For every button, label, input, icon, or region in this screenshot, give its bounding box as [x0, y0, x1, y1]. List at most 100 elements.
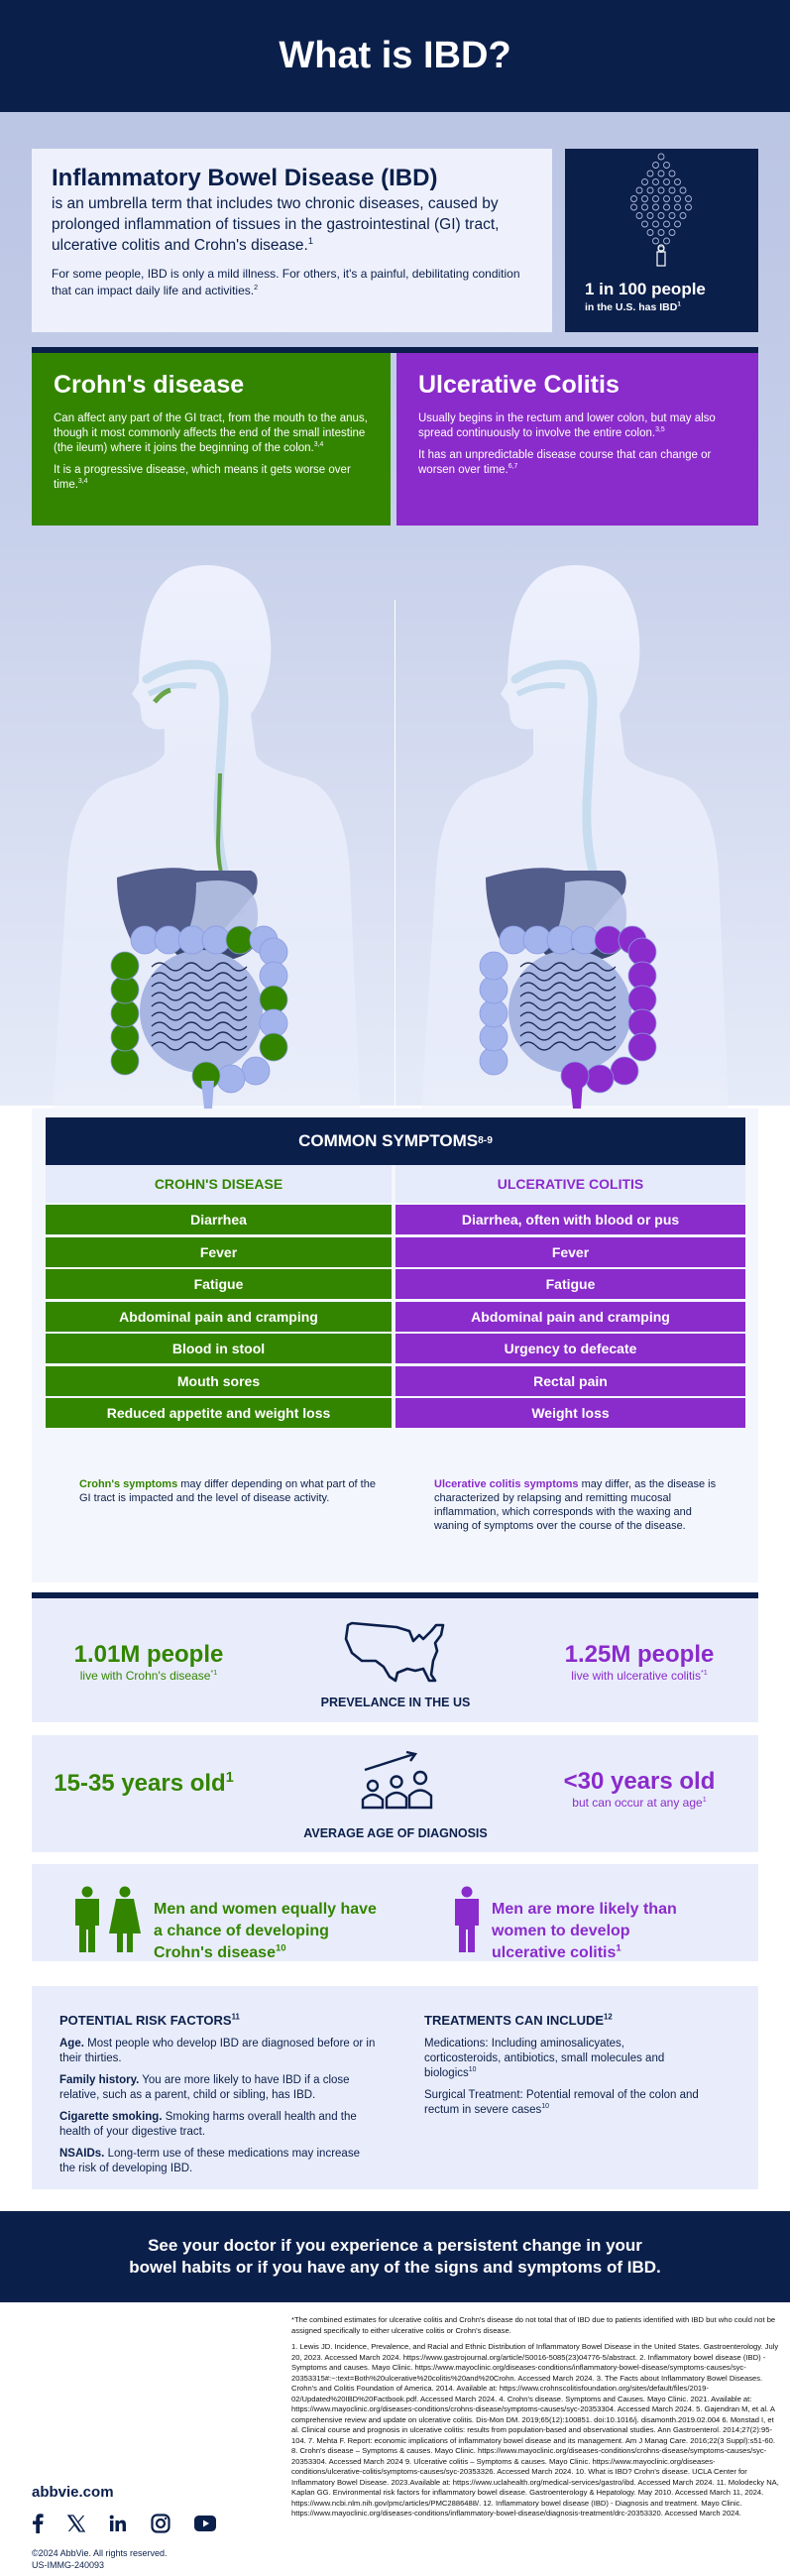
crowd-icon: [630, 153, 692, 267]
page-header: What is IBD?: [0, 0, 790, 112]
text: Men are more likely than women to develo…: [492, 1901, 677, 1961]
crohns-gender-text: Men and women equally have a chance of d…: [154, 1899, 377, 1964]
crohns-age-number: 15-35 years old1: [40, 1770, 248, 1798]
divider: [32, 347, 758, 353]
uc-symptom-cell: Weight loss: [395, 1398, 745, 1428]
risk-factors: POTENTIAL RISK FACTORS11 Age. Most peopl…: [59, 2013, 377, 2183]
cta-text: See your doctor if you experience a pers…: [129, 2236, 661, 2277]
stat-small-text: in the U.S. has IBD: [585, 301, 678, 313]
uc-p2: It has an unpredictable disease course t…: [418, 448, 736, 478]
treatment-item: Surgical Treatment: Potential removal of…: [424, 2088, 702, 2118]
text: COMMON SYMPTOMS: [298, 1131, 479, 1150]
ref: 11: [231, 2012, 240, 2022]
cta-banner: See your doctor if you experience a pers…: [0, 2211, 790, 2302]
page-title: What is IBD?: [279, 35, 511, 76]
ref: *1: [700, 1668, 708, 1677]
crohns-prevalence: 1.01M people live with Crohn's disease*1: [40, 1641, 258, 1683]
risk-item: Age. Most people who develop IBD are dia…: [59, 2037, 377, 2066]
text: 15-35 years old: [54, 1770, 226, 1797]
site-link[interactable]: abbvie.com: [32, 2484, 114, 2501]
crohns-prevalence-sub: live with Crohn's disease*1: [40, 1669, 258, 1683]
copyright: ©2024 AbbVie. All rights reserved. US-IM…: [32, 2547, 168, 2571]
label: NSAIDs.: [59, 2148, 105, 2160]
ref: 3,4: [313, 441, 324, 449]
ref: *1: [210, 1668, 218, 1677]
references: *The combined estimates for ulcerative c…: [291, 2315, 782, 2525]
reference-list: 1. Lewis JD. Incidence, Prevalence, and …: [291, 2342, 779, 2517]
ref: 10: [468, 2066, 477, 2074]
crohns-card: Crohn's disease Can affect any part of t…: [32, 353, 391, 526]
ref: 1: [225, 1770, 234, 1786]
youtube-icon[interactable]: [194, 2516, 216, 2531]
man-icon: [75, 1886, 99, 1952]
treatments-title: TREATMENTS CAN INCLUDE12: [424, 2013, 702, 2028]
text: Usually begins in the rectum and lower c…: [418, 412, 716, 439]
us-map-icon: [344, 1621, 445, 1683]
text: live with Crohn's disease: [79, 1669, 211, 1683]
divider: [32, 1592, 758, 1598]
ref: 10: [541, 2103, 549, 2111]
crohns-note: Crohn's symptoms may differ depending on…: [79, 1477, 377, 1505]
intro-lead: is an umbrella term that includes two ch…: [52, 193, 532, 256]
footnote: *The combined estimates for ulcerative c…: [291, 2315, 776, 2335]
x-icon[interactable]: [67, 2515, 85, 2532]
symptoms-title: COMMON SYMPTOMS 8-9: [46, 1117, 745, 1165]
ref: 1: [616, 1942, 621, 1954]
intro-more: For some people, IBD is only a mild illn…: [52, 266, 532, 299]
crohns-p2: It is a progressive disease, which means…: [54, 463, 369, 493]
text: Most people who develop IBD are diagnose…: [59, 2038, 376, 2064]
label: Cigarette smoking.: [59, 2111, 163, 2123]
uc-prevalence: 1.25M people live with ulcerative coliti…: [530, 1641, 748, 1683]
text: Including aminosalicyates, corticosteroi…: [424, 2038, 665, 2079]
uc-symptom-cell: Fever: [395, 1236, 745, 1267]
instagram-icon[interactable]: [151, 2514, 170, 2533]
ref: 2: [254, 283, 259, 292]
uc-symptom-cell: Rectal pain: [395, 1365, 745, 1396]
linkedin-icon[interactable]: [109, 2515, 127, 2532]
prevalence-caption: PREVELANCE IN THE US: [320, 1696, 471, 1709]
ref: 12: [604, 2012, 613, 2022]
text: It has an unpredictable disease course t…: [418, 449, 712, 476]
crohns-title: Crohn's disease: [54, 371, 245, 399]
risk-item: Cigarette smoking. Smoking harms overall…: [59, 2110, 377, 2140]
treatments: TREATMENTS CAN INCLUDE12 Medications: In…: [424, 2013, 702, 2125]
stat-small: in the U.S. has IBD1: [585, 301, 681, 313]
uc-card: Ulcerative Colitis Usually begins in the…: [396, 353, 758, 526]
crohns-prevalence-number: 1.01M people: [73, 1641, 224, 1668]
age-caption: AVERAGE AGE OF DIAGNOSIS: [303, 1826, 488, 1840]
ibd-prevalence-stat: 1 in 100 people in the U.S. has IBD1: [565, 149, 758, 332]
label: Surgical Treatment:: [424, 2089, 523, 2101]
crohns-symptom-cell: Mouth sores: [46, 1365, 392, 1396]
uc-age: <30 years old but can occur at any age1: [530, 1768, 748, 1810]
facebook-icon[interactable]: [32, 2514, 44, 2533]
crohns-symptom-cell: Blood in stool: [46, 1334, 392, 1363]
intro-title: Inflammatory Bowel Disease (IBD): [52, 165, 438, 191]
uc-prevalence-number: 1.25M people: [564, 1641, 715, 1668]
man-icon: [455, 1886, 479, 1952]
crohns-body-illustration: [53, 565, 360, 1111]
crohns-age: 15-35 years old1: [40, 1770, 248, 1798]
text: Can affect any part of the GI tract, fro…: [54, 412, 368, 454]
text: It is a progressive disease, which means…: [54, 464, 351, 491]
text: but can occur at any age: [572, 1796, 703, 1810]
text: TREATMENTS CAN INCLUDE: [424, 2013, 605, 2028]
risk-title: POTENTIAL RISK FACTORS11: [59, 2013, 377, 2028]
text: Long-term use of these medications may i…: [59, 2148, 360, 2174]
risk-item: NSAIDs. Long-term use of these medicatio…: [59, 2147, 377, 2176]
uc-body-illustration: [421, 565, 729, 1111]
text: Smoking harms overall health and the hea…: [59, 2111, 357, 2138]
crohns-column-header: CROHN'S DISEASE: [46, 1165, 392, 1203]
intro-lead-text: is an umbrella term that includes two ch…: [52, 195, 500, 254]
crohns-symptom-cell: Fatigue: [46, 1269, 392, 1299]
text: Crohn's symptoms: [79, 1478, 178, 1490]
ref: 1: [677, 300, 681, 308]
crohns-symptom-cell: Diarrhea: [46, 1205, 392, 1234]
uc-prevalence-sub: live with ulcerative colitis*1: [530, 1669, 748, 1683]
uc-note: Ulcerative colitis symptoms may differ, …: [434, 1477, 722, 1533]
intro-more-text: For some people, IBD is only a mild illn…: [52, 267, 520, 297]
text: POTENTIAL RISK FACTORS: [59, 2013, 232, 2028]
text: live with ulcerative colitis: [571, 1669, 701, 1683]
uc-symptom-cell: Urgency to defecate: [395, 1334, 745, 1363]
prevalence-panel: [32, 1598, 758, 1722]
uc-column-header: ULCERATIVE COLITIS: [395, 1165, 745, 1203]
